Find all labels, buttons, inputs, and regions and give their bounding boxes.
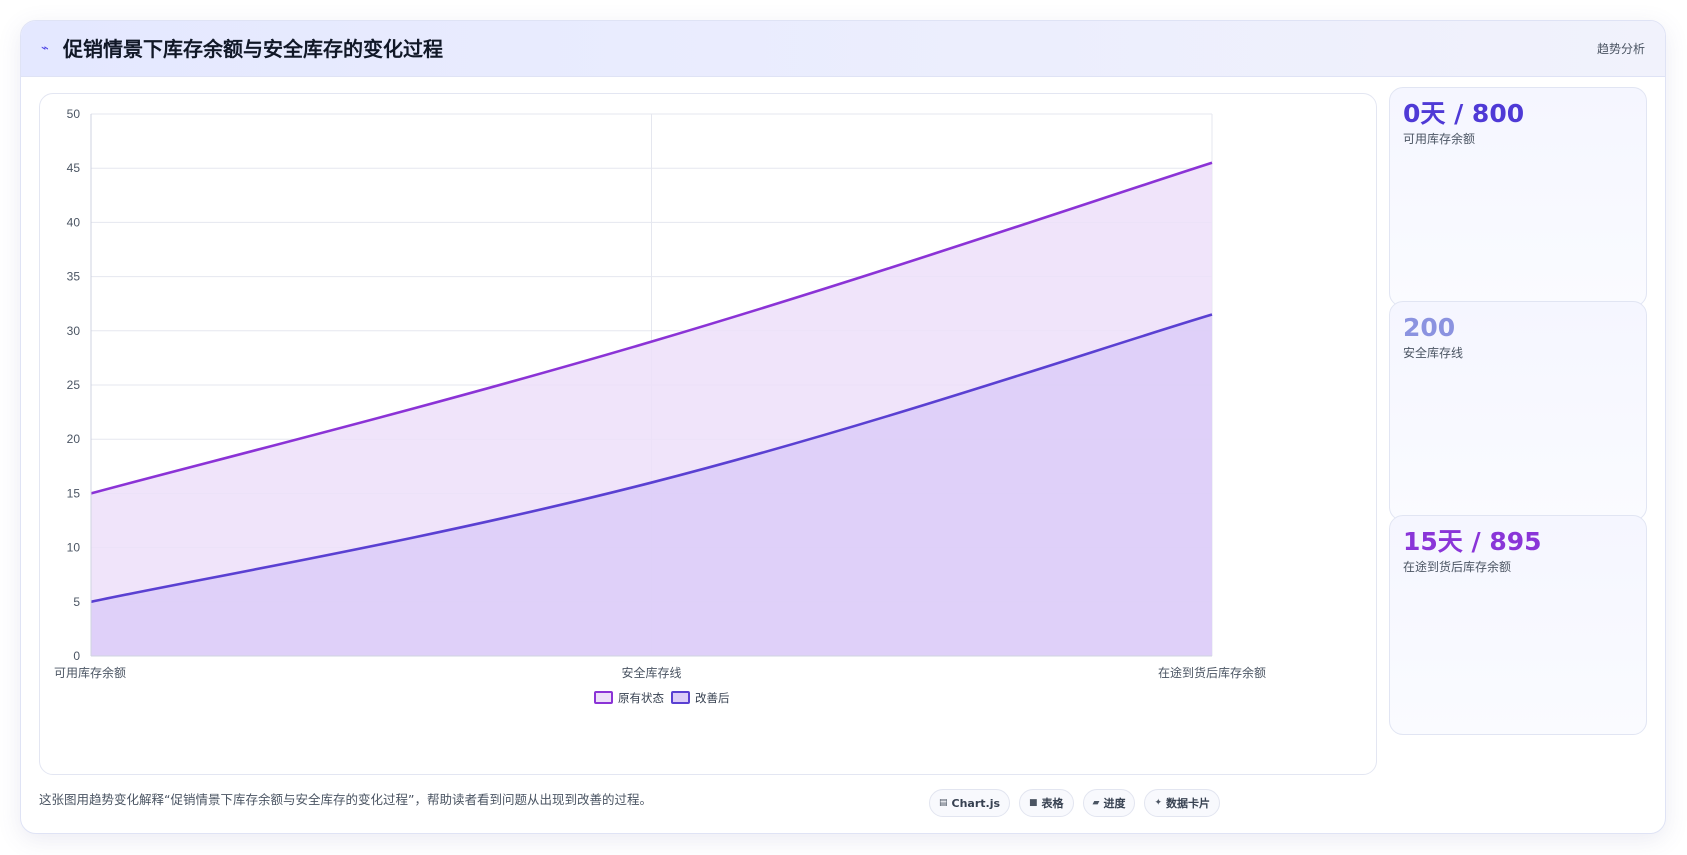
chip-label: 进度	[1103, 797, 1126, 810]
y-tick-label: 10	[67, 541, 81, 555]
x-tick-label: 在途到货后库存余额	[1158, 665, 1266, 680]
stat-label: 在途到货后库存余额	[1403, 560, 1512, 574]
chip-chartjs[interactable]: ▤ Chart.js	[929, 789, 1011, 817]
chip-label: 数据卡片	[1166, 797, 1211, 810]
stat-value: 15天 / 895	[1403, 527, 1542, 556]
series-line-1	[90, 313, 1213, 604]
chip-label: 表格	[1041, 797, 1064, 810]
y-tick-label: 30	[67, 324, 81, 338]
trend-icon: ⌁	[41, 41, 49, 56]
y-tick-label: 5	[73, 595, 80, 609]
y-tick-label: 20	[67, 432, 81, 446]
series-area-1	[91, 314, 1212, 656]
stat-card-in-transit: 15天 / 895 在途到货后库存余额	[1389, 515, 1647, 735]
stat-value: 200	[1403, 313, 1456, 342]
y-tick-label: 50	[67, 107, 81, 121]
area-chart: 0 5 10 15 20 25 30 35 40 45 50 可用库存余额 安全库存线 在途到货后库存余额…	[54, 107, 1266, 705]
y-tick-label: 40	[67, 215, 81, 229]
stat-card-safety: 200 安全库存线	[1389, 301, 1647, 521]
y-tick-label: 35	[67, 270, 81, 284]
x-tick-label: 安全库存线	[621, 665, 681, 680]
chip-label: Chart.js	[951, 796, 1001, 810]
sparkle-icon: ✦	[1154, 798, 1163, 808]
progress-icon: ▰	[1092, 798, 1100, 808]
tech-chips: ▤ Chart.js ■ 表格 ▰ 进度 ✦ 数据卡片	[929, 789, 1221, 817]
legend-label-0[interactable]: 原有状态	[618, 691, 664, 705]
legend-swatch-0[interactable]	[594, 691, 613, 704]
chip-table[interactable]: ■ 表格	[1019, 789, 1074, 817]
chip-progress[interactable]: ▰ 进度	[1082, 789, 1136, 817]
x-tick-label: 可用库存余额	[54, 665, 126, 680]
y-tick-label: 15	[67, 486, 81, 500]
y-tick-label: 45	[67, 161, 81, 175]
table-icon: ■	[1029, 798, 1038, 808]
stat-card-available: 0天 / 800 可用库存余额	[1389, 87, 1647, 307]
card-header: ⌁ 促销情景下库存余额与安全库存的变化过程 趋势分析	[21, 21, 1665, 77]
stat-value: 0天 / 800	[1403, 99, 1525, 128]
stat-label: 可用库存余额	[1403, 132, 1476, 146]
y-tick-label: 0	[73, 649, 80, 663]
chip-data-card[interactable]: ✦ 数据卡片	[1144, 789, 1221, 817]
page-title: 促销情景下库存余额与安全库存的变化过程	[63, 37, 443, 61]
stat-label: 安全库存线	[1403, 346, 1464, 360]
series-line-0	[90, 161, 1213, 495]
chart-icon: ▤	[939, 798, 948, 808]
legend-label-1[interactable]: 改善后	[695, 691, 730, 705]
chart-card: ⌁ 促销情景下库存余额与安全库存的变化过程 趋势分析 0 5 10 15 20 25 30 3…	[20, 20, 1666, 834]
chart-area: 0 5 10 15 20 25 30 35 40 45 50 可用库存余额 安全库存线 在途到货后库存余额…	[39, 93, 1377, 775]
y-tick-label: 25	[67, 378, 81, 392]
header-tag: 趋势分析	[1596, 42, 1645, 56]
footer-note: 这张图用趋势变化解释“促销情景下库存余额与安全库存的变化过程”，帮助读者看到问题…	[39, 792, 652, 807]
legend-swatch-1[interactable]	[671, 691, 690, 704]
